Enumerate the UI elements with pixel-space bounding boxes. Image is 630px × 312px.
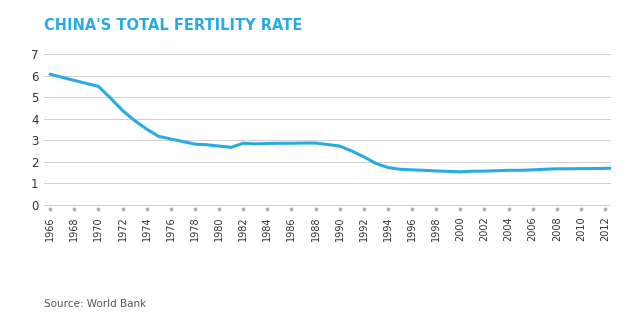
Point (311, 206, 321, 211)
Text: CHINA'S TOTAL FERTILITY RATE: CHINA'S TOTAL FERTILITY RATE (44, 18, 302, 33)
Point (600, 206, 610, 211)
Point (142, 206, 152, 211)
Point (576, 206, 586, 211)
Point (552, 206, 562, 211)
Point (238, 206, 248, 211)
Point (262, 206, 272, 211)
Point (358, 206, 369, 211)
Point (214, 206, 224, 211)
Point (69, 206, 79, 211)
Point (407, 206, 417, 211)
Point (503, 206, 513, 211)
Point (383, 206, 393, 211)
Point (117, 206, 127, 211)
Point (287, 206, 297, 211)
Point (431, 206, 441, 211)
Text: Source: World Bank: Source: World Bank (44, 299, 146, 309)
Point (45, 206, 55, 211)
Point (455, 206, 466, 211)
Point (93, 206, 103, 211)
Point (479, 206, 490, 211)
Point (190, 206, 200, 211)
Point (335, 206, 345, 211)
Point (166, 206, 176, 211)
Point (528, 206, 538, 211)
